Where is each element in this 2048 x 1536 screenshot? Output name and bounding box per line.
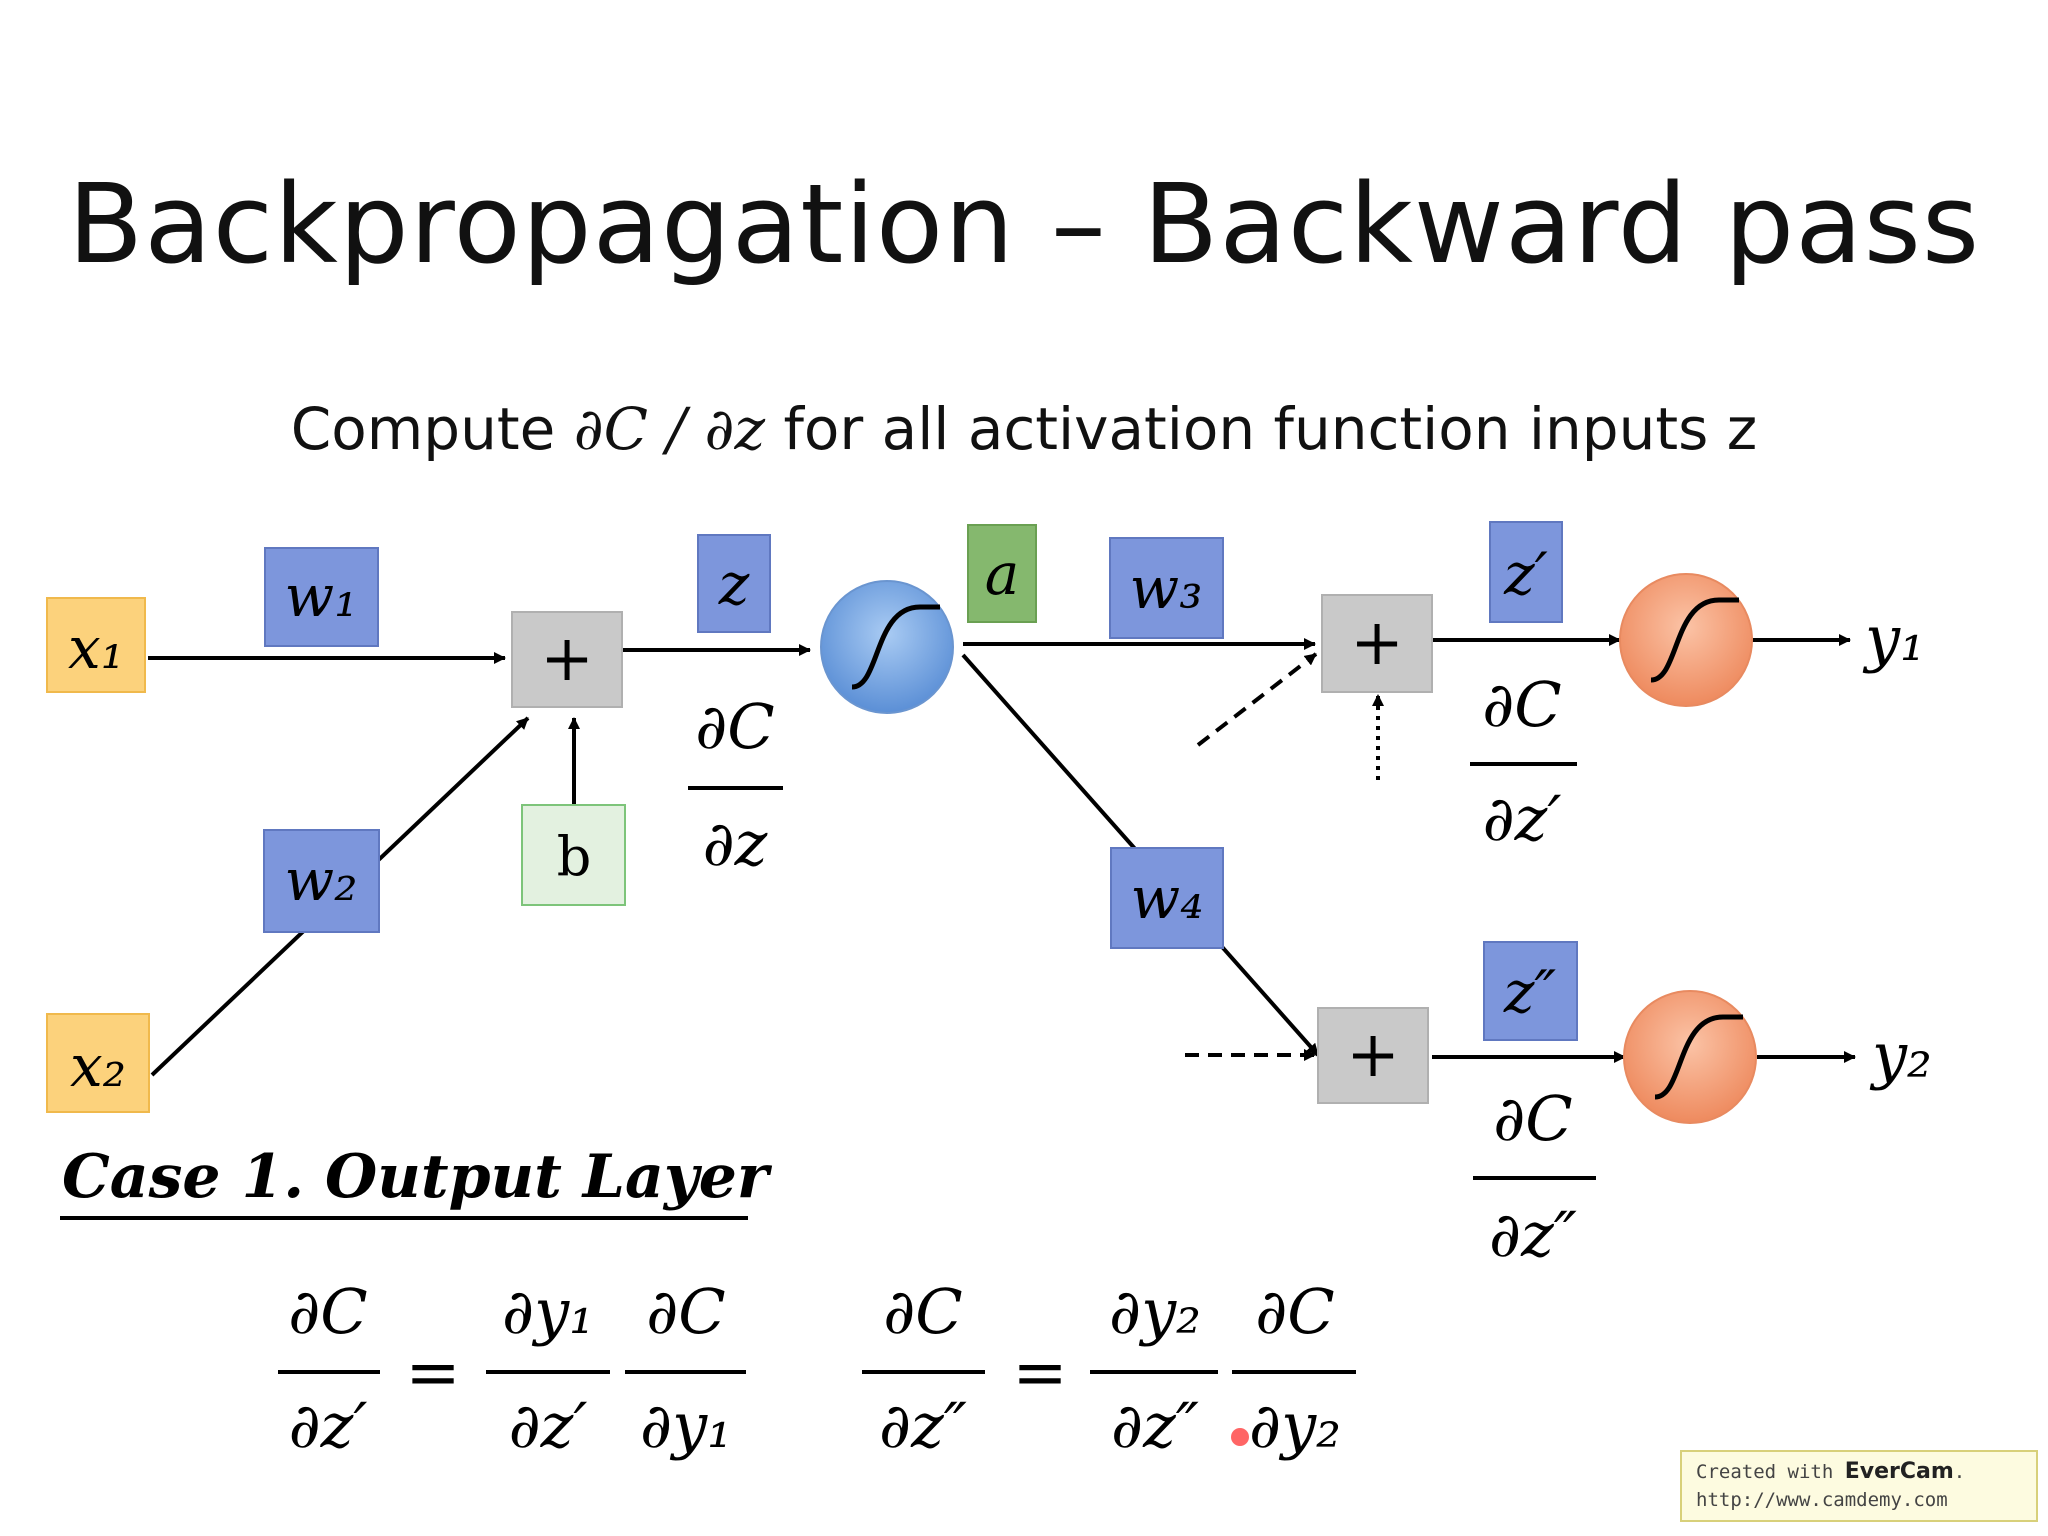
watermark-brand: EverCam bbox=[1844, 1459, 1954, 1484]
eq1-f2-den: ∂y₁ bbox=[640, 1389, 732, 1462]
grad-dc-dz: ∂C ∂z bbox=[688, 690, 783, 880]
w2-label: w₂ bbox=[285, 846, 358, 914]
z-prime-box: z′ bbox=[1489, 521, 1563, 623]
case-heading: Case 1. Output Layer bbox=[60, 1142, 773, 1220]
eq2-f2-num: ∂C bbox=[1255, 1275, 1335, 1348]
output-neuron-2 bbox=[1623, 990, 1757, 1124]
w3-label: w₃ bbox=[1130, 554, 1203, 622]
z-double-prime-box: z″ bbox=[1483, 941, 1578, 1041]
watermark-line-2: http://www.camdemy.com bbox=[1696, 1489, 1948, 1511]
eq2-lhs-den: ∂z″ bbox=[879, 1389, 967, 1462]
eq2-f1-den: ∂z″ bbox=[1111, 1389, 1199, 1462]
grad-dc-dzdoubleprime: ∂C ∂z″ bbox=[1473, 1082, 1596, 1271]
a-label: a bbox=[985, 540, 1020, 608]
x2-label: x₂ bbox=[70, 1032, 126, 1100]
sum-node-1: + bbox=[511, 611, 623, 708]
weight-w3: w₃ bbox=[1109, 537, 1224, 639]
y2-label: y₂ bbox=[1869, 1019, 1932, 1092]
sigmoid-icon bbox=[851, 604, 940, 690]
w4-label: w₄ bbox=[1131, 864, 1204, 932]
z-double-prime-label: z″ bbox=[1503, 958, 1557, 1026]
hidden-neuron bbox=[820, 580, 954, 714]
case-heading-text: Case 1. Output Layer bbox=[62, 1142, 773, 1212]
b-label: b bbox=[557, 825, 592, 888]
watermark-line-1: Created with EverCam. bbox=[1696, 1459, 1966, 1484]
bias-b: b bbox=[521, 804, 626, 906]
subtitle-prefix: Compute bbox=[290, 395, 556, 463]
eq1-f1-num: ∂y₁ bbox=[502, 1275, 594, 1348]
input-x2: x₂ bbox=[46, 1013, 150, 1113]
z-box: z bbox=[697, 534, 771, 633]
subtitle-suffix: for all activation function inputs z bbox=[783, 395, 1758, 463]
sum-node-2-symbol: + bbox=[1350, 606, 1404, 680]
slide-title: Backpropagation – Backward pass bbox=[67, 160, 1981, 288]
output-neuron-1 bbox=[1619, 573, 1753, 707]
weight-w2: w₂ bbox=[263, 829, 380, 933]
input-x1: x₁ bbox=[46, 597, 146, 693]
eq2-lhs-num: ∂C bbox=[883, 1275, 963, 1348]
eq2-f2-den: ∂y₂ bbox=[1249, 1389, 1341, 1462]
grad-dc-dzprime-num: ∂C bbox=[1482, 668, 1562, 741]
edge-dashed-sum2 bbox=[1196, 652, 1318, 747]
eq1-f1-den: ∂z′ bbox=[509, 1389, 588, 1462]
weight-w1: w₁ bbox=[264, 547, 379, 647]
grad-dc-dzdoubleprime-num: ∂C bbox=[1493, 1082, 1573, 1155]
weight-w4: w₄ bbox=[1110, 847, 1224, 949]
evercam-watermark: Created with EverCam. http://www.camdemy… bbox=[1680, 1450, 2038, 1522]
eq2-f1-num: ∂y₂ bbox=[1109, 1275, 1201, 1348]
a-box: a bbox=[967, 524, 1037, 623]
eq2-equals: = bbox=[1012, 1334, 1067, 1411]
eq1-equals: = bbox=[405, 1334, 460, 1411]
grad-dc-dz-den: ∂z bbox=[703, 807, 768, 880]
y1-label: y₁ bbox=[1862, 602, 1925, 675]
equation-2: ∂C ∂z″ = ∂y₂ ∂z″ ∂C ∂y₂ bbox=[862, 1275, 1356, 1462]
sum-node-2: + bbox=[1321, 594, 1433, 693]
grad-dc-dz-num: ∂C bbox=[695, 690, 775, 763]
sum-node-1-symbol: + bbox=[540, 622, 594, 696]
x1-label: x₁ bbox=[68, 614, 124, 682]
equation-1: ∂C ∂z′ = ∂y₁ ∂z′ ∂C ∂y₁ bbox=[278, 1275, 746, 1462]
eq1-lhs-num: ∂C bbox=[288, 1275, 368, 1348]
z-label: z bbox=[718, 550, 750, 618]
slide-subtitle: Compute ∂C / ∂z for all activation funct… bbox=[0, 395, 2048, 463]
eq1-f2-num: ∂C bbox=[646, 1275, 726, 1348]
w1-label: w₁ bbox=[285, 562, 358, 630]
connections bbox=[148, 634, 1856, 1077]
grad-dc-dzprime: ∂C ∂z′ bbox=[1470, 668, 1577, 855]
grad-dc-dzprime-den: ∂z′ bbox=[1483, 782, 1562, 855]
eq1-lhs-den: ∂z′ bbox=[289, 1389, 368, 1462]
laser-pointer-dot bbox=[1231, 1428, 1249, 1446]
z-prime-label: z′ bbox=[1503, 540, 1548, 608]
sum-node-3-symbol: + bbox=[1346, 1018, 1400, 1092]
sigmoid-icon bbox=[1650, 597, 1739, 683]
grad-dc-dzdoubleprime-den: ∂z″ bbox=[1489, 1198, 1577, 1271]
sigmoid-icon bbox=[1654, 1014, 1743, 1100]
sum-node-3: + bbox=[1317, 1007, 1429, 1104]
subtitle-math: ∂C / ∂z bbox=[573, 395, 766, 463]
